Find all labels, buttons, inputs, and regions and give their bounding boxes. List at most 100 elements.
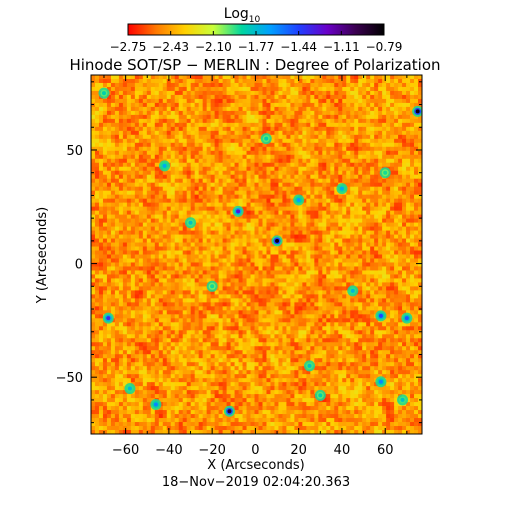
heatmap-cell <box>402 162 407 168</box>
heatmap-cell <box>102 242 108 248</box>
heatmap-cell <box>150 142 156 148</box>
heatmap-cell <box>238 106 244 112</box>
heatmap-cell <box>350 174 355 180</box>
heatmap-cell <box>142 194 148 200</box>
heatmap-cell <box>122 114 128 120</box>
heatmap-cell <box>418 226 422 232</box>
heatmap-cell <box>150 218 156 224</box>
heatmap-cell <box>226 75 232 80</box>
heatmap-cell <box>166 122 172 128</box>
heatmap-cell <box>334 126 339 132</box>
heatmap-cell <box>202 86 208 92</box>
heatmap-cell <box>158 78 164 84</box>
heatmap-cell <box>326 210 331 216</box>
heatmap-cell <box>246 206 252 212</box>
heatmap-cell <box>318 122 323 128</box>
heatmap-cell <box>130 78 136 84</box>
heatmap-cell <box>198 254 204 259</box>
heatmap-cell <box>322 75 327 80</box>
heatmap-cell <box>258 194 263 200</box>
heatmap-cell <box>138 270 144 275</box>
heatmap-cell <box>378 242 383 248</box>
heatmap-cell <box>130 126 136 132</box>
heatmap-cell <box>386 134 391 140</box>
heatmap-cell <box>414 218 419 224</box>
heatmap-cell <box>262 294 267 299</box>
heatmap-cell <box>150 298 156 303</box>
heatmap-cell <box>282 270 287 275</box>
heatmap-cell <box>382 158 387 164</box>
heatmap-cell <box>142 170 148 176</box>
heatmap-cell <box>106 126 112 132</box>
heatmap-cell <box>386 218 391 224</box>
heatmap-cell <box>234 202 240 208</box>
heatmap-cell <box>410 298 415 303</box>
heatmap-cell <box>310 178 315 184</box>
heatmap-cell <box>362 166 367 172</box>
heatmap-cell <box>94 90 100 96</box>
heatmap-cell <box>274 266 279 271</box>
heatmap-cell <box>118 114 124 120</box>
heatmap-cell <box>214 150 220 156</box>
heatmap-cell <box>206 182 212 188</box>
heatmap-cell <box>414 134 419 140</box>
heatmap-cell <box>218 134 224 140</box>
heatmap-cell <box>406 174 411 180</box>
heatmap-cell <box>158 122 164 128</box>
heatmap-cell <box>366 298 371 303</box>
heatmap-cell <box>254 114 259 120</box>
heatmap-cell <box>266 166 271 172</box>
heatmap-cell <box>398 310 403 315</box>
heatmap-cell <box>222 186 228 192</box>
heatmap-cell <box>322 194 327 200</box>
heatmap-cell <box>358 202 363 208</box>
heatmap-cell <box>382 114 387 120</box>
heatmap-cell <box>338 270 343 275</box>
heatmap-cell <box>410 226 415 232</box>
heatmap-cell <box>390 138 395 144</box>
heatmap-cell <box>258 246 263 252</box>
heatmap-cell <box>242 226 248 232</box>
heatmap-cell <box>174 102 180 108</box>
heatmap-cell <box>326 238 331 244</box>
heatmap-cell <box>154 150 160 156</box>
heatmap-cell <box>130 106 136 112</box>
heatmap-cell <box>270 222 275 228</box>
heatmap-cell <box>142 246 148 252</box>
heatmap-cell <box>298 218 303 224</box>
heatmap-cell <box>314 110 319 116</box>
heatmap-cell <box>218 214 224 220</box>
heatmap-cell <box>126 198 132 204</box>
heatmap-cell <box>114 294 120 299</box>
heatmap-cell <box>218 102 224 108</box>
heatmap-cell <box>294 294 299 299</box>
heatmap-cell <box>206 310 212 315</box>
heatmap-cell <box>254 250 259 255</box>
heatmap-cell <box>262 206 267 212</box>
heatmap-cell <box>338 102 343 108</box>
heatmap-cell <box>214 94 220 100</box>
heatmap-cell <box>334 130 339 136</box>
heatmap-cell <box>310 138 315 144</box>
heatmap-cell <box>158 254 164 259</box>
heatmap-cell <box>414 190 419 196</box>
heatmap-cell <box>406 274 411 279</box>
heatmap-cell <box>242 230 248 236</box>
heatmap-cell <box>118 78 124 84</box>
heatmap-cell <box>414 206 419 212</box>
heatmap-cell <box>310 302 315 307</box>
heatmap-cell <box>250 134 256 140</box>
heatmap-cell <box>314 298 319 303</box>
heatmap-cell <box>242 98 248 104</box>
heatmap-cell <box>362 182 367 188</box>
heatmap-cell <box>406 262 411 267</box>
heatmap-cell <box>254 302 259 307</box>
heatmap-cell <box>170 86 176 92</box>
heatmap-cell <box>242 186 248 192</box>
heatmap-cell <box>198 226 204 232</box>
heatmap-cell <box>122 278 128 283</box>
heatmap-cell <box>370 166 375 172</box>
heatmap-cell <box>266 194 271 200</box>
heatmap-cell <box>178 198 184 204</box>
heatmap-cell <box>158 186 164 192</box>
